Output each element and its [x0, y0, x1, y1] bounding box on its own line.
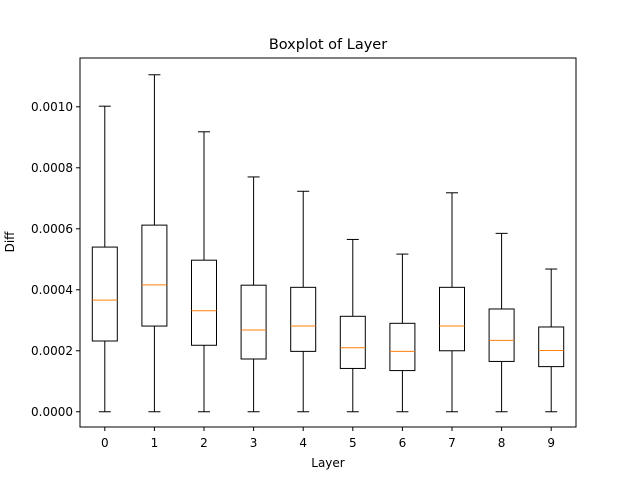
y-tick-label: 0.0004: [31, 283, 73, 297]
box-layer-4: [290, 190, 317, 413]
x-tick-label: 5: [349, 436, 357, 450]
box-layer-9: [538, 268, 565, 413]
iqr-box: [290, 286, 317, 352]
x-tick-label: 2: [200, 436, 208, 450]
plot-frame: [79, 57, 577, 428]
y-tick-label: 0.0008: [31, 161, 73, 175]
box-layer-6: [389, 253, 416, 413]
x-axis: 0 1 2 3 4 5 6 7 8 9: [101, 427, 555, 450]
iqr-box: [439, 286, 465, 352]
x-tick-label: 1: [151, 436, 159, 450]
iqr-box: [91, 246, 118, 342]
iqr-box: [389, 322, 416, 372]
iqr-box: [538, 326, 565, 368]
x-tick-label: 7: [448, 436, 456, 450]
box-layer-7: [439, 192, 465, 413]
box-layer-3: [240, 176, 267, 413]
box-layer-2: [191, 131, 217, 413]
box-layer-5: [339, 238, 366, 413]
iqr-box: [141, 224, 168, 327]
y-tick-label: 0.0002: [31, 344, 73, 358]
iqr-box: [339, 315, 366, 369]
y-tick-label: 0.0000: [31, 405, 73, 419]
iqr-box: [240, 284, 267, 360]
box-layer-8: [488, 232, 515, 413]
x-tick-label: 9: [547, 436, 555, 450]
iqr-box: [191, 259, 217, 346]
box-layer-0: [91, 105, 118, 413]
box-layer-1: [141, 74, 168, 413]
y-tick-label: 0.0010: [31, 100, 73, 114]
x-tick-label: 6: [399, 436, 407, 450]
chart-title: Boxplot of Layer: [269, 37, 387, 53]
y-tick-label: 0.0006: [31, 222, 73, 236]
iqr-box: [488, 308, 515, 362]
y-axis-label: Diff: [3, 231, 17, 253]
x-tick-label: 3: [250, 436, 258, 450]
x-tick-label: 8: [498, 436, 506, 450]
x-tick-label: 0: [101, 436, 109, 450]
x-tick-label: 4: [299, 436, 307, 450]
y-axis: 0.0000 0.0002 0.0004 0.0006 0.0008 0.0010: [31, 100, 80, 419]
x-axis-label: Layer: [311, 456, 345, 470]
boxes-group: [91, 74, 565, 413]
